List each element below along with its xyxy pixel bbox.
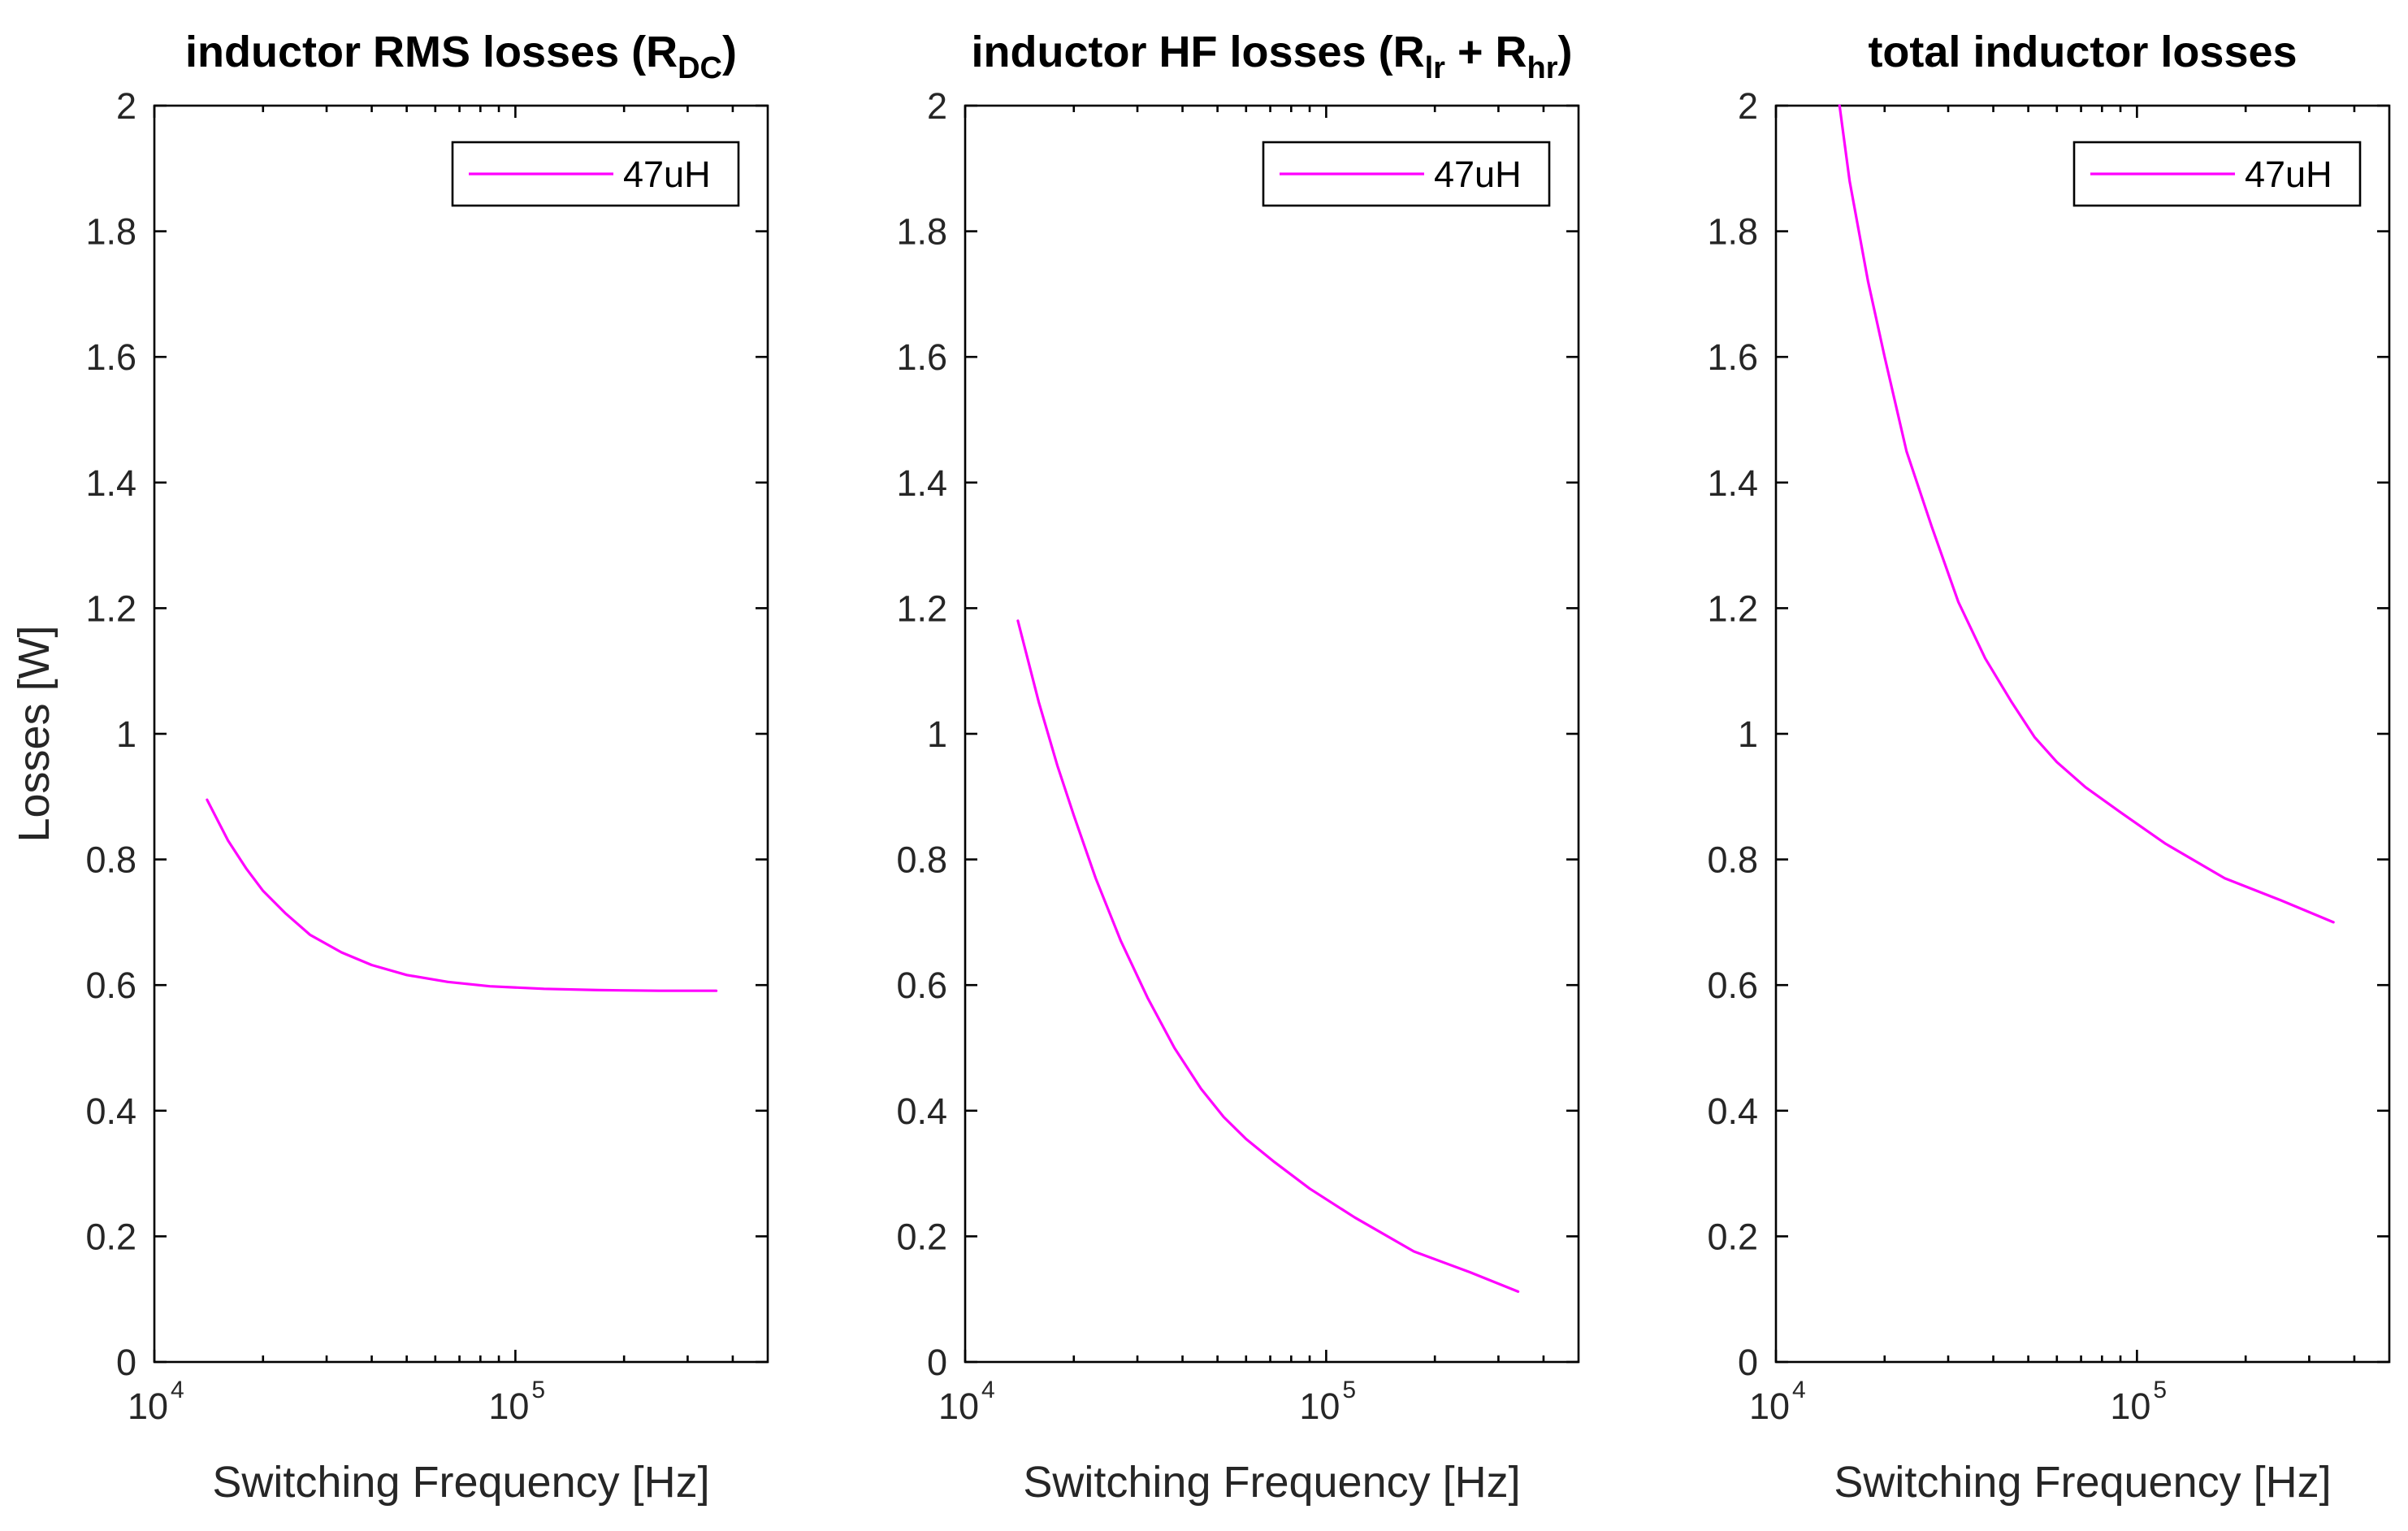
x-axis-label: Switching Frequency [Hz] — [212, 1458, 709, 1507]
chart-panel-hf-losses: inductor HF losses (Rlr + Rhr) Switching… — [896, 28, 1580, 1507]
legend-label: 47uH — [623, 154, 711, 195]
y-tick-label: 2 — [1738, 85, 1758, 127]
title-mid: + R — [1445, 28, 1527, 76]
x-tick-label: 10 — [938, 1386, 979, 1427]
x-tick-label: 10 — [2110, 1386, 2150, 1427]
chart-title: inductor RMS losses (RDC) — [185, 28, 737, 85]
y-tick-label: 0.6 — [896, 965, 947, 1006]
legend: 47uH — [1262, 141, 1551, 207]
y-tick-label: 1.2 — [85, 588, 136, 629]
y-axis-label: Losses [W] — [10, 625, 58, 842]
x-tick-exponent: 5 — [1342, 1377, 1356, 1403]
y-tick-label: 0.4 — [85, 1091, 136, 1132]
y-tick-label: 1.4 — [1707, 462, 1758, 504]
y-tick-label: 0.6 — [85, 965, 136, 1006]
x-tick-label: 10 — [128, 1386, 168, 1427]
y-tick-label: 0 — [927, 1342, 947, 1383]
y-tick-label: 1.8 — [1707, 211, 1758, 253]
title-end: ) — [1557, 28, 1572, 76]
y-tick-label: 1.8 — [85, 211, 136, 253]
title-subscript-hr: hr — [1527, 51, 1557, 85]
title-end: ) — [722, 28, 737, 76]
legend-label: 47uH — [1434, 154, 1522, 195]
x-tick-label: 10 — [488, 1386, 529, 1427]
y-tick-label: 1.2 — [896, 588, 947, 629]
series-line-47uH — [1016, 619, 1520, 1294]
y-tick-label: 2 — [927, 85, 947, 127]
y-tick-label: 0.2 — [896, 1216, 947, 1257]
y-tick-label: 1.4 — [896, 462, 947, 504]
y-tick-label: 0.2 — [85, 1216, 136, 1257]
chart-title: total inductor losses — [1868, 28, 2297, 76]
y-tick-label: 1.2 — [1707, 588, 1758, 629]
title-text: inductor RMS losses (R — [185, 28, 678, 76]
title-subscript: DC — [678, 51, 722, 85]
y-tick-label: 1.6 — [1707, 336, 1758, 378]
series-line-47uH — [206, 798, 718, 992]
y-tick-label: 2 — [116, 85, 136, 127]
y-tick-label: 0.8 — [85, 839, 136, 881]
y-tick-label: 0 — [116, 1342, 136, 1383]
y-tick-label: 0.4 — [1707, 1091, 1758, 1132]
y-tick-label: 0.8 — [896, 839, 947, 881]
y-tick-label: 1.8 — [896, 211, 947, 253]
legend: 47uH — [2072, 141, 2362, 207]
legend: 47uH — [451, 141, 740, 207]
chart-panel-rms-losses: inductor RMS losses (RDC) Switching Freq… — [10, 28, 769, 1507]
y-tick-label: 1 — [927, 713, 947, 755]
y-tick-label: 1 — [116, 713, 136, 755]
x-tick-exponent: 4 — [171, 1377, 184, 1403]
y-tick-label: 1 — [1738, 713, 1758, 755]
x-tick-exponent: 5 — [531, 1377, 545, 1403]
chart-title: inductor HF losses (Rlr + Rhr) — [972, 28, 1573, 85]
x-tick-exponent: 4 — [981, 1377, 995, 1403]
x-axis-label: Switching Frequency [Hz] — [1023, 1458, 1520, 1507]
legend-label: 47uH — [2245, 154, 2332, 195]
chart-panel-total-losses: total inductor losses Switching Frequenc… — [1707, 28, 2391, 1507]
y-tick-label: 0.4 — [896, 1091, 947, 1132]
x-axis-label: Switching Frequency [Hz] — [1834, 1458, 2331, 1507]
x-tick-label: 10 — [1299, 1386, 1340, 1427]
y-tick-label: 1.6 — [896, 336, 947, 378]
series-line-47uH — [1838, 104, 2335, 924]
title-subscript-lr: lr — [1425, 51, 1446, 85]
y-tick-label: 1.6 — [85, 336, 136, 378]
y-tick-label: 0.6 — [1707, 965, 1758, 1006]
title-text: inductor HF losses (R — [972, 28, 1425, 76]
x-tick-label: 10 — [1749, 1386, 1790, 1427]
title-text: total inductor losses — [1868, 28, 2297, 76]
y-tick-label: 0.2 — [1707, 1216, 1758, 1257]
y-tick-label: 1.4 — [85, 462, 136, 504]
y-tick-label: 0 — [1738, 1342, 1758, 1383]
x-tick-exponent: 5 — [2153, 1377, 2167, 1403]
x-tick-exponent: 4 — [1792, 1377, 1806, 1403]
y-tick-label: 0.8 — [1707, 839, 1758, 881]
